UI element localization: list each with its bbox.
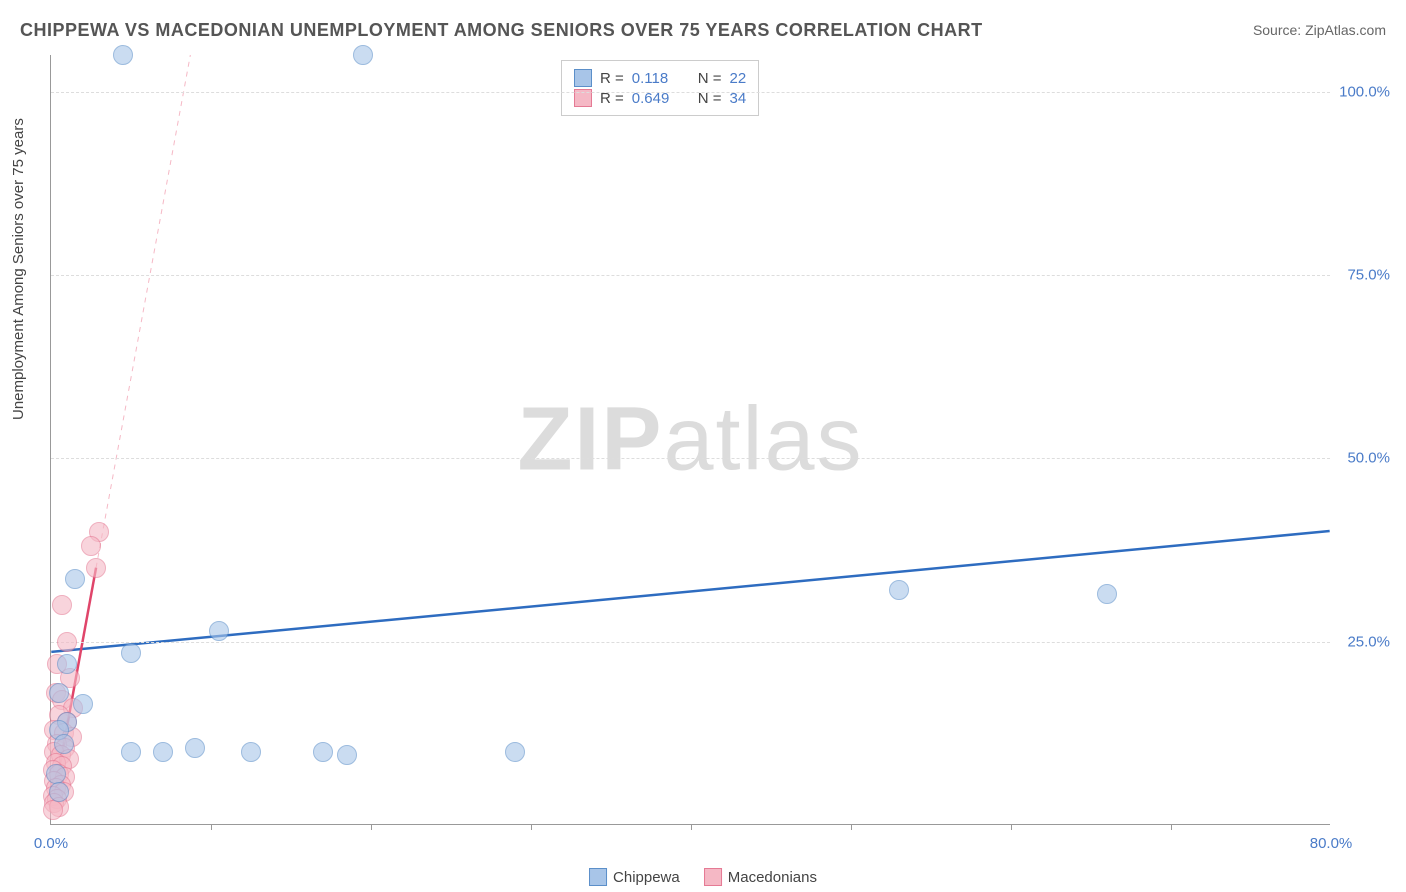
n-label: N = (698, 70, 722, 87)
data-point (353, 45, 373, 65)
series-legend: Chippewa Macedonians (589, 868, 817, 886)
data-point (113, 45, 133, 65)
y-axis-label: Unemployment Among Seniors over 75 years (10, 118, 27, 420)
source-label: Source: ZipAtlas.com (1253, 22, 1386, 38)
data-point (889, 580, 909, 600)
gridline-h (51, 92, 1330, 93)
xtick (531, 824, 532, 830)
trend-line-dash (96, 55, 190, 568)
data-point (121, 643, 141, 663)
data-point (505, 742, 525, 762)
data-point (209, 621, 229, 641)
legend-item-macedonians: Macedonians (704, 868, 817, 886)
xtick (211, 824, 212, 830)
n-value-chippewa: 22 (730, 70, 747, 87)
data-point (49, 683, 69, 703)
watermark-bold: ZIP (517, 389, 663, 489)
xtick-label: 80.0% (1310, 835, 1353, 852)
gridline-h (51, 642, 1330, 643)
xtick (851, 824, 852, 830)
legend-row-chippewa: R = 0.118 N = 22 (574, 69, 746, 87)
data-point (313, 742, 333, 762)
r-label: R = (600, 70, 624, 87)
correlation-legend: R = 0.118 N = 22 R = 0.649 N = 34 (561, 60, 759, 116)
chart-plot-area: ZIPatlas R = 0.118 N = 22 R = 0.649 N = … (50, 55, 1330, 825)
data-point (241, 742, 261, 762)
r-value-chippewa: 0.118 (632, 70, 682, 87)
legend-item-chippewa: Chippewa (589, 868, 680, 886)
gridline-h (51, 275, 1330, 276)
data-point (46, 764, 66, 784)
xtick (371, 824, 372, 830)
watermark: ZIPatlas (517, 388, 863, 491)
ytick-label: 100.0% (1339, 83, 1390, 100)
ytick-label: 25.0% (1347, 633, 1390, 650)
legend-label-chippewa: Chippewa (613, 869, 680, 886)
data-point (57, 654, 77, 674)
xtick (1011, 824, 1012, 830)
trend-line (51, 531, 1329, 652)
data-point (185, 738, 205, 758)
data-point (1097, 584, 1117, 604)
data-point (121, 742, 141, 762)
chart-title: CHIPPEWA VS MACEDONIAN UNEMPLOYMENT AMON… (20, 20, 983, 41)
data-point (43, 800, 63, 820)
data-point (153, 742, 173, 762)
data-point (54, 734, 74, 754)
legend-label-macedonians: Macedonians (728, 869, 817, 886)
xtick-label: 0.0% (34, 835, 68, 852)
xtick (1171, 824, 1172, 830)
trend-lines-svg (51, 55, 1330, 824)
ytick-label: 50.0% (1347, 450, 1390, 467)
data-point (49, 782, 69, 802)
swatch-macedonians (704, 868, 722, 886)
watermark-light: atlas (663, 389, 863, 489)
data-point (57, 632, 77, 652)
swatch-chippewa (574, 69, 592, 87)
data-point (81, 536, 101, 556)
data-point (52, 595, 72, 615)
trend-line-dash (51, 531, 1329, 652)
data-point (86, 558, 106, 578)
data-point (73, 694, 93, 714)
xtick (691, 824, 692, 830)
data-point (337, 745, 357, 765)
data-point (65, 569, 85, 589)
ytick-label: 75.0% (1347, 267, 1390, 284)
swatch-chippewa (589, 868, 607, 886)
gridline-h (51, 458, 1330, 459)
